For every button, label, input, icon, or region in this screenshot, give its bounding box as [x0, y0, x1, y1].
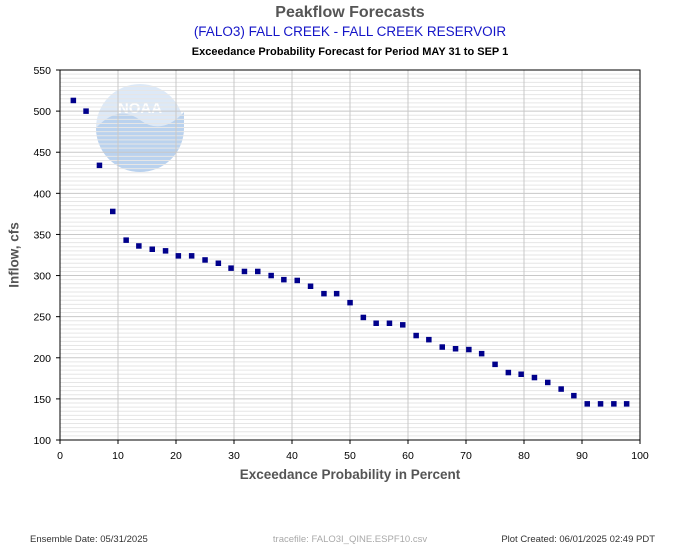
y-axis-ticks: 100 150 200 250 300 350 400 450 500 550: [33, 65, 60, 447]
data-point: [255, 268, 261, 275]
data-point: [505, 369, 512, 376]
data-point: [439, 344, 445, 350]
data-point: [136, 243, 142, 249]
y-tick-label: 200: [33, 353, 51, 365]
y-axis-title: Inflow, cfs: [7, 222, 22, 288]
data-point: [413, 332, 419, 339]
data-point: [571, 392, 577, 399]
data-point: [333, 290, 340, 297]
data-point: [347, 299, 353, 306]
data-point: [466, 346, 472, 353]
data-point: [70, 97, 77, 104]
data-point: [611, 401, 617, 407]
data-point: [188, 253, 195, 259]
data-point: [321, 290, 327, 297]
data-point: [83, 108, 89, 114]
x-tick-label: 50: [344, 450, 356, 462]
data-point: [373, 320, 379, 326]
x-tick-label: 90: [576, 450, 588, 462]
y-tick-label: 100: [33, 435, 51, 447]
data-point: [400, 322, 406, 328]
x-tick-label: 20: [170, 450, 182, 462]
y-tick-label: 250: [33, 312, 51, 324]
y-tick-label: 300: [33, 271, 51, 283]
data-point: [452, 346, 459, 352]
data-point: [110, 208, 116, 215]
tracefile-label: tracefile: FALO3I_QINE.ESPF10.csv: [272, 534, 428, 545]
data-point: [149, 246, 155, 252]
data-point: [386, 320, 393, 326]
x-tick-label: 80: [518, 450, 530, 462]
x-tick-label: 40: [286, 450, 298, 462]
y-tick-label: 450: [33, 147, 51, 159]
data-point: [478, 350, 485, 357]
x-tick-label: 0: [57, 450, 63, 462]
data-point: [492, 361, 498, 368]
y-tick-label: 350: [33, 229, 51, 241]
x-tick-label: 30: [228, 450, 240, 462]
data-point: [307, 283, 314, 289]
x-tick-label: 10: [112, 450, 124, 462]
data-point: [268, 272, 274, 279]
data-point: [294, 277, 300, 284]
chart-title: Peakflow Forecasts: [275, 4, 425, 21]
data-point: [584, 401, 590, 407]
data-point: [241, 268, 248, 275]
data-point: [558, 386, 564, 392]
x-tick-label: 100: [631, 450, 649, 462]
y-tick-label: 550: [33, 65, 51, 77]
data-point: [531, 374, 538, 381]
data-point: [623, 401, 630, 407]
data-point: [175, 253, 182, 259]
data-point: [518, 371, 524, 377]
plot-created: Plot Created: 06/01/2025 02:49 PDT: [501, 534, 655, 545]
data-point: [228, 265, 234, 271]
data-point: [202, 257, 208, 263]
x-tick-label: 60: [402, 450, 414, 462]
data-point: [281, 276, 287, 283]
y-tick-label: 400: [33, 188, 51, 200]
x-axis-title: Exceedance Probability in Percent: [240, 467, 461, 482]
y-tick-label: 150: [33, 394, 51, 406]
data-point: [96, 162, 103, 169]
data-point: [426, 336, 432, 343]
data-point: [360, 314, 367, 321]
noaa-logo-text: NOAA: [118, 100, 162, 117]
y-tick-label: 500: [33, 106, 51, 118]
ensemble-date: Ensemble Date: 05/31/2025: [30, 534, 148, 545]
x-tick-label: 70: [460, 450, 472, 462]
data-point: [597, 401, 604, 407]
major-gridlines: [60, 70, 640, 440]
data-point: [123, 237, 129, 243]
data-point: [162, 248, 169, 254]
chart-subtitle: (FALO3) FALL CREEK - FALL CREEK RESERVOI…: [193, 24, 507, 39]
data-points: [70, 97, 630, 407]
data-point: [215, 260, 222, 266]
data-point: [545, 379, 551, 386]
x-axis-ticks: 0 10 20 30 40 50 60 70 80 90 100: [57, 440, 649, 462]
forecast-period-label: Exceedance Probability Forecast for Peri…: [191, 46, 509, 58]
